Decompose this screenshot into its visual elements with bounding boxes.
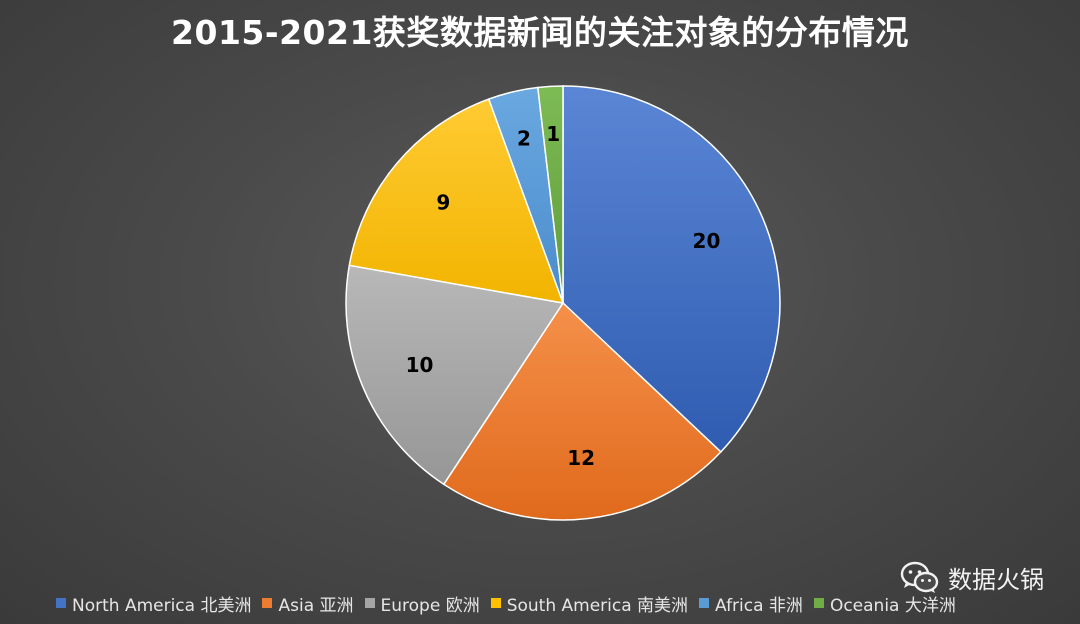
legend-swatch <box>364 598 375 608</box>
legend-label: North America 北美洲 <box>72 595 252 616</box>
data-label-north-america: 20 <box>693 229 721 253</box>
legend-label: Asia 亚洲 <box>278 595 354 616</box>
pie-slice-south-america <box>348 98 565 304</box>
data-label-south-america: 9 <box>436 191 450 215</box>
legend-label: Oceania 大洋洲 <box>829 595 956 616</box>
pie-slice-asia <box>442 301 722 521</box>
data-label-oceania: 1 <box>546 122 560 146</box>
legend-item-europe: Europe 欧洲 <box>364 591 480 616</box>
pie-slice-north-america <box>562 85 781 453</box>
legend-swatch <box>699 598 710 608</box>
legend-item-africa: Africa 非洲 <box>699 591 803 616</box>
legend-swatch <box>813 598 824 608</box>
watermark-text: 数据火锅 <box>948 566 1044 594</box>
pie-slice-oceania <box>536 85 564 304</box>
data-label-asia: 12 <box>567 446 595 470</box>
legend-label: South America 南美洲 <box>506 595 689 616</box>
legend-item-south-america: South America 南美洲 <box>490 591 689 616</box>
legend-swatch <box>262 598 273 608</box>
legend-label: Europe 欧洲 <box>380 595 480 616</box>
watermark: 数据火锅 <box>900 560 1044 595</box>
legend-swatch <box>56 598 66 608</box>
pie-slice-europe <box>345 264 565 486</box>
legend-swatch <box>490 598 501 608</box>
legend: North America 北美洲 Asia 亚洲 Europe 欧洲 South A… <box>56 591 967 616</box>
data-label-europe: 10 <box>406 353 434 377</box>
legend-item-asia: Asia 亚洲 <box>262 591 354 616</box>
legend-item-oceania: Oceania 大洋洲 <box>813 591 956 616</box>
chart-title: 2015-2021获奖数据新闻的关注对象的分布情况 <box>171 13 909 52</box>
data-label-africa: 2 <box>517 126 531 150</box>
legend-label: Africa 非洲 <box>715 595 803 616</box>
legend-item-north-america: North America 北美洲 <box>56 591 251 616</box>
wechat-icon <box>900 561 939 593</box>
